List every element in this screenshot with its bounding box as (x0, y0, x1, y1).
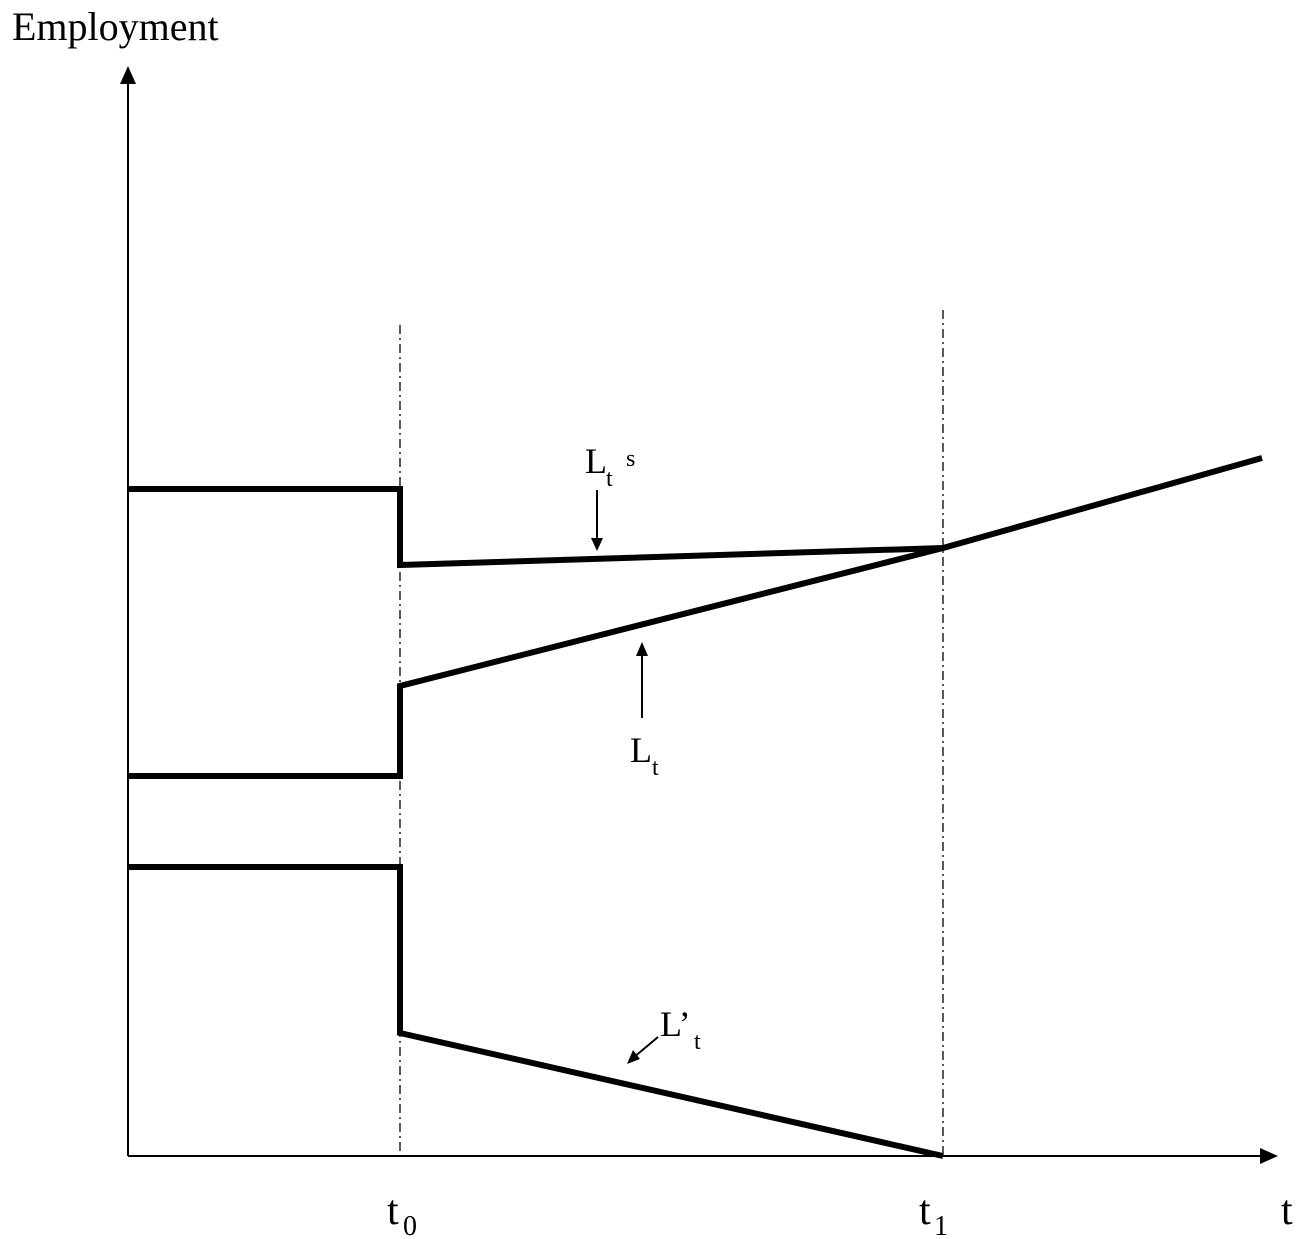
curve-Lprime (128, 864, 944, 1159)
y-axis (120, 66, 136, 1156)
L-pointer-arrowhead (636, 642, 648, 656)
tick-label-t0: t 0 (387, 1188, 417, 1239)
label-L-base: L (630, 730, 652, 770)
label-Ls-base: L (585, 441, 607, 481)
curve-Ls (128, 455, 1263, 569)
x-axis (128, 1148, 1278, 1164)
Lprime-pointer-arrowhead (627, 1050, 640, 1064)
curve-L (128, 545, 944, 779)
tick-label-t1: t 1 (919, 1188, 948, 1239)
y-axis-arrowhead (120, 66, 136, 84)
tick-t0-base: t (387, 1188, 399, 1234)
label-Lprime-base: L’ (660, 1004, 691, 1044)
label-L-sub: t (652, 755, 659, 781)
x-axis-label: t (1281, 1188, 1293, 1234)
Lprime-pointer-arrow (632, 1036, 659, 1059)
tick-t0-sub: 0 (403, 1211, 417, 1239)
label-Ls: L t s (585, 441, 635, 492)
Ls-pointer-arrowhead (591, 538, 603, 551)
tick-t1-sub: 1 (934, 1211, 948, 1239)
label-Lprime-sub: t (694, 1029, 701, 1055)
label-Ls-sup: s (626, 446, 635, 472)
tick-t1-base: t (919, 1188, 931, 1234)
label-L: L t (630, 730, 659, 781)
x-axis-arrowhead (1260, 1148, 1278, 1164)
label-Lprime: L’ t (660, 1004, 701, 1055)
label-Ls-sub: t (606, 466, 613, 492)
y-axis-label: Employment (12, 4, 219, 49)
